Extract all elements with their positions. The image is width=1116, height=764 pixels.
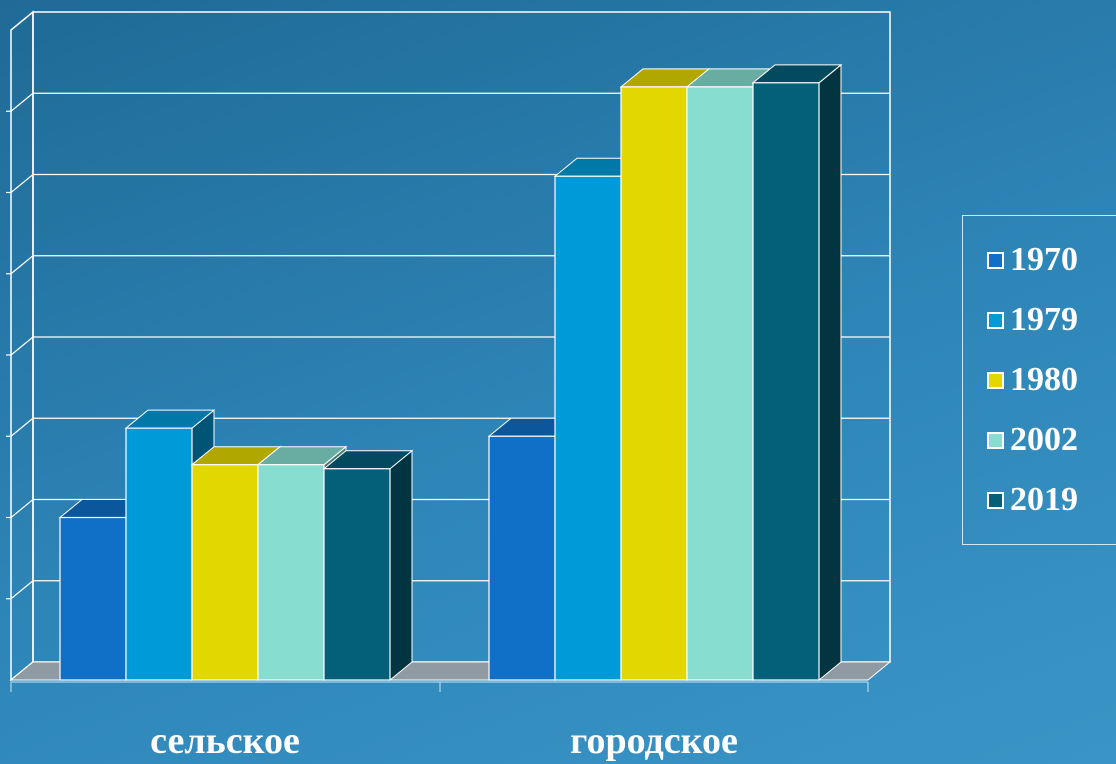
bar-front (191, 464, 259, 681)
legend-item-2019: 2019 (963, 470, 1116, 530)
legend-item-2002: 2002 (963, 410, 1116, 470)
legend-item-1979: 1979 (963, 290, 1116, 350)
gridline-side (10, 174, 34, 193)
bar-front (323, 468, 391, 681)
chart-legend: 1970 1979 1980 2002 2019 (962, 215, 1116, 545)
legend-swatch-1979 (987, 311, 1004, 329)
legend-item-1970: 1970 (963, 230, 1116, 290)
gridline-side (10, 336, 34, 356)
bar-городское-2019 (751, 63, 843, 682)
legend-label-1970: 1970 (1010, 241, 1078, 278)
gridline-side (10, 580, 34, 600)
bar-front (125, 427, 193, 681)
gridline-side (10, 499, 34, 518)
gridline-side (10, 417, 34, 437)
bar-сельское-2019 (322, 449, 414, 682)
category-label-1: городское (570, 720, 738, 762)
legend-label-1979: 1979 (1010, 301, 1078, 338)
legend-swatch-1980 (987, 371, 1004, 389)
bar-front (686, 86, 754, 681)
category-label-0: сельское (150, 720, 300, 762)
legend-swatch-2019 (987, 491, 1004, 509)
bar-front (257, 464, 325, 681)
plot-bars (58, 63, 843, 682)
bar-front (554, 175, 622, 681)
bar-front (488, 435, 556, 681)
bar-front (620, 86, 688, 681)
bar-front (59, 516, 127, 681)
gridline-side (10, 92, 34, 112)
bar-side (818, 63, 842, 682)
legend-label-2019: 2019 (1010, 481, 1078, 518)
bar-front (752, 82, 820, 681)
gridline-side (10, 255, 34, 275)
legend-swatch-1970 (987, 251, 1004, 269)
legend-item-1980: 1980 (963, 350, 1116, 410)
bar-side (389, 449, 413, 682)
legend-label-1980: 1980 (1010, 361, 1078, 398)
legend-swatch-2002 (987, 431, 1004, 449)
legend-label-2002: 2002 (1010, 421, 1078, 458)
